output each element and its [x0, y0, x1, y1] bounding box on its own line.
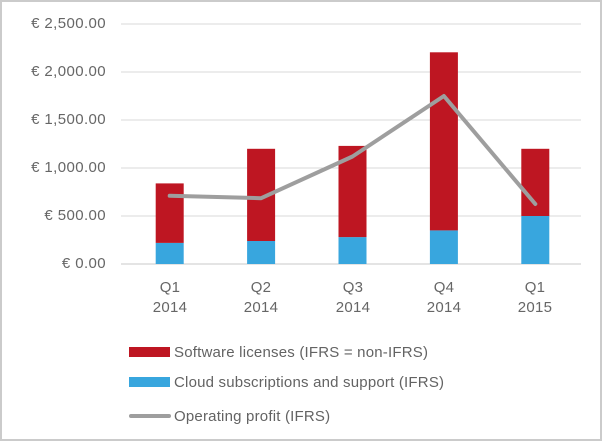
legend-label-operating-profit: Operating profit (IFRS) [174, 407, 331, 425]
x-axis-tick-label: Q1 2015 [517, 279, 553, 316]
legend-item-software-licenses: Software licenses (IFRS = non-IFRS) [129, 341, 428, 363]
legend-swatch-operating-profit [129, 414, 171, 418]
y-axis-tick-label: € 2,500.00 [31, 15, 106, 32]
bar-software-licenses-q1-2014 [155, 183, 184, 243]
plot-area [121, 23, 581, 265]
bar-cloud-subscriptions-q2-2014 [247, 241, 276, 264]
y-axis-tick-label: € 1,500.00 [31, 111, 106, 128]
bar-software-licenses-q4-2014 [429, 52, 458, 231]
x-axis-tick-label: Q1 2014 [152, 279, 188, 316]
legend-label-cloud-subscriptions: Cloud subscriptions and support (IFRS) [174, 373, 445, 391]
legend-swatch-software-licenses [129, 347, 170, 357]
legend-swatch-cloud-subscriptions [129, 377, 170, 387]
y-axis-tick-label: € 0.00 [61, 255, 106, 272]
operating-profit-line [167, 94, 538, 206]
legend-item-operating-profit: Operating profit (IFRS) [129, 405, 330, 427]
x-axis-tick-label: Q3 2014 [335, 279, 371, 316]
legend-label-software-licenses: Software licenses (IFRS = non-IFRS) [174, 343, 429, 361]
y-axis-tick-label: € 500.00 [44, 207, 106, 224]
bar-cloud-subscriptions-q1-2015 [521, 216, 550, 264]
x-axis-tick-label: Q4 2014 [426, 279, 462, 316]
y-axis-tick-label: € 1,000.00 [31, 159, 106, 176]
bar-cloud-subscriptions-q4-2014 [429, 230, 458, 264]
legend-item-cloud-subscriptions: Cloud subscriptions and support (IFRS) [129, 371, 444, 393]
bar-cloud-subscriptions-q1-2014 [155, 242, 184, 264]
y-axis-tick-label: € 2,000.00 [31, 63, 106, 80]
x-axis-tick-label: Q2 2014 [243, 279, 279, 316]
bar-cloud-subscriptions-q3-2014 [338, 237, 367, 264]
